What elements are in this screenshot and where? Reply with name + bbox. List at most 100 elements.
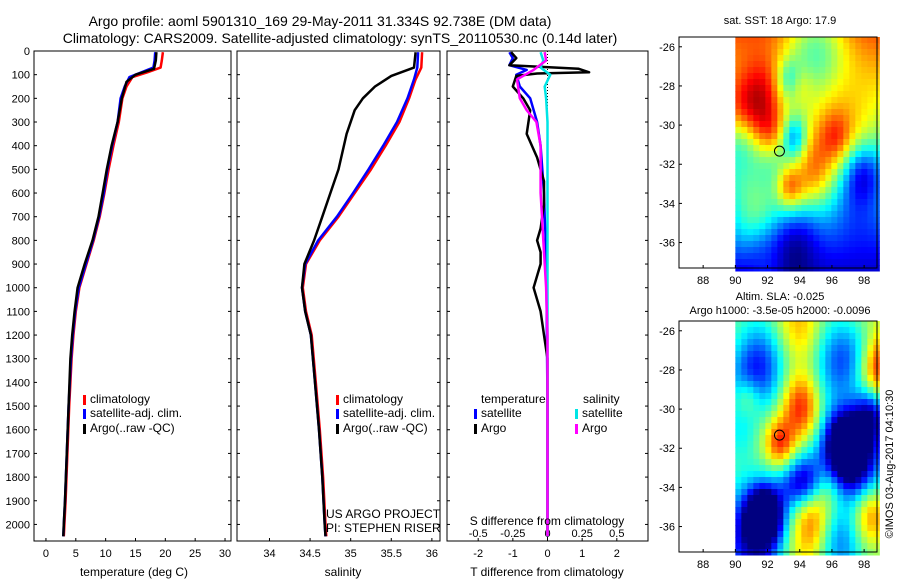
temp-legend-swatch-sat bbox=[83, 409, 86, 419]
diff-legend-t-argo: Argo bbox=[481, 421, 507, 435]
depth-tick-label: 500 bbox=[12, 164, 30, 176]
diff-legend-swatch-t-argo bbox=[474, 424, 477, 434]
diff-legend-swatch-s-argo bbox=[575, 424, 578, 434]
difference-xtick-label: -1 bbox=[508, 548, 518, 560]
sla-map-ytick-label: -36 bbox=[659, 522, 675, 534]
difference-series-s-argo bbox=[515, 51, 549, 537]
sst-map-ytick-label: -34 bbox=[659, 198, 675, 210]
sla-map-xtick-label: 98 bbox=[858, 559, 870, 571]
depth-tick-label: 1500 bbox=[6, 401, 30, 413]
temperature-xtick-label: 25 bbox=[189, 548, 201, 560]
sla-map-title-line1: Altim. SLA: -0.025 bbox=[735, 291, 825, 303]
diff-legend-s-sat: satellite bbox=[582, 406, 623, 420]
sla-float-marker bbox=[773, 429, 785, 441]
project-label: US ARGO PROJECT bbox=[326, 507, 441, 521]
temperature-xtick-label: 15 bbox=[129, 548, 141, 560]
temp-legend-sat: satellite-adj. clim. bbox=[90, 406, 183, 420]
temp-legend-swatch-clim bbox=[83, 395, 86, 405]
sst-map-xtick-label: 98 bbox=[858, 275, 870, 287]
difference-x2label: S difference from climatology bbox=[469, 514, 625, 528]
sst-map-ytick-label: -26 bbox=[659, 42, 675, 54]
diff-legend-swatch-t-sat bbox=[474, 409, 477, 419]
temperature-frame bbox=[33, 50, 232, 542]
diff-legend-swatch-s-sat bbox=[575, 409, 578, 419]
depth-tick-label: 100 bbox=[12, 70, 30, 82]
sst-map-xtick-label: 90 bbox=[729, 275, 741, 287]
difference-xtick-label: 2 bbox=[614, 548, 620, 560]
pi-label: PI: STEPHEN RISER bbox=[326, 521, 441, 535]
difference-x2tick-label: -0.5 bbox=[469, 528, 488, 540]
temperature-xtick-label: 5 bbox=[73, 548, 79, 560]
sst-map-xtick-label: 96 bbox=[826, 275, 838, 287]
sst-map-ytick-label: -36 bbox=[659, 238, 675, 250]
sla-map-field bbox=[735, 321, 880, 556]
difference-xlabel: T difference from climatology bbox=[470, 565, 624, 579]
depth-tick-label: 1000 bbox=[6, 283, 30, 295]
depth-tick-label: 400 bbox=[12, 141, 30, 153]
temp-legend-swatch-argo bbox=[83, 424, 86, 434]
sal-legend-argo: Argo(..raw -QC) bbox=[343, 421, 428, 435]
difference-x2tick-label: 0.5 bbox=[609, 528, 624, 540]
sst-map-title: sat. SST: 18 Argo: 17.9 bbox=[723, 15, 837, 27]
depth-tick-label: 0 bbox=[24, 46, 30, 58]
salinity-xtick-label: 34 bbox=[263, 548, 275, 560]
sla-map-ytick-label: -30 bbox=[659, 404, 675, 416]
difference-series-t-argo bbox=[508, 51, 591, 537]
sst-map-ytick-label: -32 bbox=[659, 159, 675, 171]
chart-title-line2: Climatology: CARS2009. Satellite-adjuste… bbox=[62, 30, 618, 46]
temperature-xtick-label: 0 bbox=[43, 548, 49, 560]
depth-tick-label: 2000 bbox=[6, 519, 30, 531]
difference-xtick-label: -2 bbox=[473, 548, 483, 560]
chart-title-line1: Argo profile: aoml 5901310_169 29-May-20… bbox=[88, 13, 552, 29]
sla-map-ytick-label: -26 bbox=[659, 326, 675, 338]
sst-map-xtick-label: 88 bbox=[697, 275, 709, 287]
depth-tick-label: 1100 bbox=[6, 306, 30, 318]
salinity-frame bbox=[236, 50, 441, 542]
sla-map-ytick-label: -28 bbox=[659, 365, 675, 377]
sla-map-xtick-label: 94 bbox=[794, 559, 806, 571]
temperature-xtick-label: 10 bbox=[100, 548, 112, 560]
depth-tick-label: 700 bbox=[12, 212, 30, 224]
sst-map-frame bbox=[678, 36, 878, 269]
diff-legend-t-sat: satellite bbox=[481, 406, 522, 420]
depth-tick-label: 1800 bbox=[6, 472, 30, 484]
depth-tick-label: 1900 bbox=[6, 496, 30, 508]
difference-xtick-label: 1 bbox=[579, 548, 585, 560]
depth-tick-label: 300 bbox=[12, 117, 30, 129]
sla-map-xtick-label: 96 bbox=[826, 559, 838, 571]
salinity-xtick-label: 35.5 bbox=[381, 548, 402, 560]
depth-tick-label: 1700 bbox=[6, 448, 30, 460]
depth-tick-label: 1400 bbox=[6, 377, 30, 389]
salinity-xtick-label: 35 bbox=[345, 548, 357, 560]
salinity-xlabel: salinity bbox=[324, 565, 362, 579]
sal-legend-swatch-argo bbox=[336, 424, 339, 434]
depth-tick-label: 800 bbox=[12, 235, 30, 247]
temperature-xtick-label: 30 bbox=[219, 548, 231, 560]
depth-tick-label: 900 bbox=[12, 259, 30, 271]
sla-map-xtick-label: 90 bbox=[729, 559, 741, 571]
sst-map-xtick-label: 92 bbox=[761, 275, 773, 287]
sst-map-ytick-label: -28 bbox=[659, 81, 675, 93]
diff-legend-s-argo: Argo bbox=[582, 421, 608, 435]
difference-x2tick-label: 0.25 bbox=[571, 528, 592, 540]
sal-legend-swatch-sat bbox=[336, 409, 339, 419]
depth-tick-label: 1300 bbox=[6, 354, 30, 366]
sla-map-xtick-label: 88 bbox=[697, 559, 709, 571]
depth-tick-label: 1600 bbox=[6, 425, 30, 437]
depth-tick-label: 200 bbox=[12, 93, 30, 105]
sla-map-xtick-label: 92 bbox=[761, 559, 773, 571]
diff-legend-temp-header: temperature bbox=[481, 392, 546, 406]
depth-tick-label: 600 bbox=[12, 188, 30, 200]
diff-legend-sal-header: salinity bbox=[583, 392, 620, 406]
salinity-series-satellite-adj-clim- bbox=[300, 52, 420, 537]
salinity-xtick-label: 34.5 bbox=[299, 548, 320, 560]
sla-map-title-line2: Argo h1000: -3.5e-05 h2000: -0.0096 bbox=[689, 305, 871, 317]
sal-legend-swatch-clim bbox=[336, 395, 339, 405]
temp-legend-clim: climatology bbox=[90, 392, 151, 406]
sla-map-ytick-label: -32 bbox=[659, 443, 675, 455]
salinity-xtick-label: 36 bbox=[426, 548, 438, 560]
sal-legend-clim: climatology bbox=[343, 392, 404, 406]
depth-tick-label: 1200 bbox=[6, 330, 30, 342]
sst-map-xtick-label: 94 bbox=[794, 275, 806, 287]
